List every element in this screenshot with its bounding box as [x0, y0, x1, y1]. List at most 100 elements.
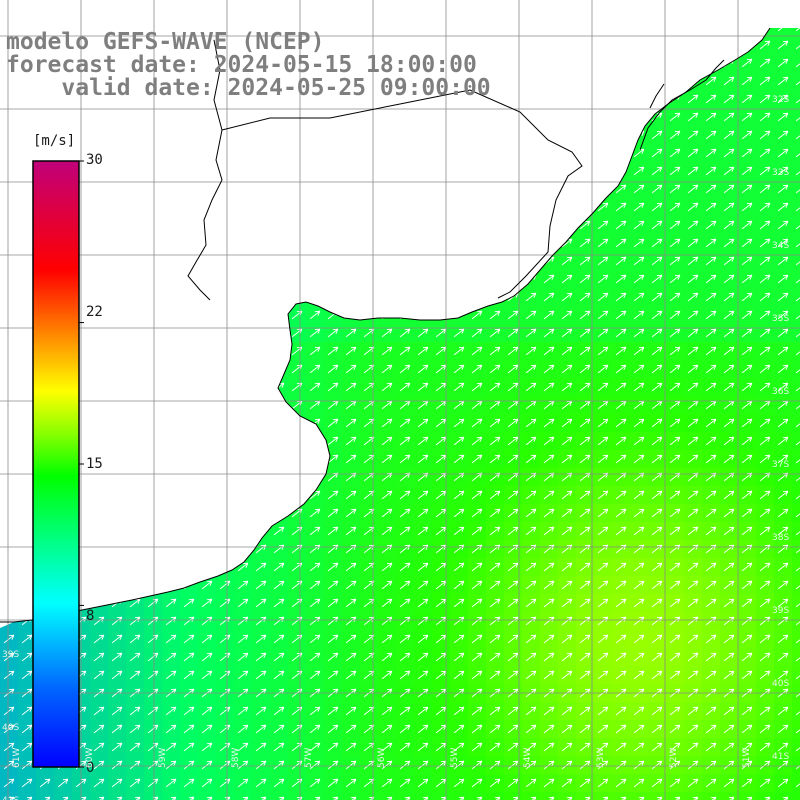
wind-cell — [468, 486, 487, 505]
wind-cell — [198, 324, 217, 343]
wind-arrow — [111, 580, 123, 590]
wind-cell — [252, 162, 271, 181]
wind-cell — [774, 486, 793, 505]
latitude-label: 32S — [772, 95, 790, 105]
wind-arrow — [3, 148, 15, 158]
wind-cell — [324, 702, 343, 721]
wind-cell — [738, 738, 757, 757]
wind-cell — [270, 306, 289, 325]
wind-cell — [252, 504, 271, 523]
wind-arrow — [723, 634, 735, 644]
wind-cell — [360, 360, 379, 379]
wind-cell — [342, 486, 361, 505]
wind-arrow — [129, 436, 141, 446]
wind-arrow — [507, 742, 519, 752]
wind-cell — [270, 522, 289, 541]
wind-cell — [558, 252, 577, 271]
wind-cell — [180, 504, 199, 523]
wind-arrow — [327, 40, 339, 50]
wind-arrow — [723, 28, 735, 32]
wind-cell — [468, 702, 487, 721]
wind-cell — [198, 576, 217, 595]
wind-arrow — [597, 598, 609, 608]
wind-arrow — [723, 670, 735, 680]
wind-cell — [198, 702, 217, 721]
wind-cell — [324, 360, 343, 379]
wind-arrow — [435, 184, 447, 194]
wind-arrow — [507, 40, 519, 50]
wind-arrow — [453, 166, 465, 176]
wind-cell — [756, 450, 775, 469]
wind-arrow — [21, 796, 33, 800]
wind-arrow — [363, 256, 375, 266]
wind-arrow — [795, 652, 800, 662]
wind-cell — [306, 342, 325, 361]
wind-cell — [774, 252, 793, 271]
wind-arrow — [183, 742, 195, 752]
wind-arrow — [705, 346, 717, 356]
wind-arrow — [651, 148, 663, 158]
wind-arrow — [795, 130, 800, 140]
wind-cell — [792, 342, 800, 361]
wind-cell — [576, 252, 595, 271]
wind-arrow — [471, 112, 483, 122]
wind-cell — [504, 774, 523, 793]
wind-arrow — [471, 796, 483, 800]
wind-cell — [450, 702, 469, 721]
wind-arrow — [525, 724, 537, 734]
wind-arrow — [705, 166, 717, 176]
wind-cell — [702, 756, 721, 775]
wind-arrow — [129, 706, 141, 716]
wind-arrow — [651, 76, 663, 86]
wind-arrow — [111, 310, 123, 320]
wind-cell — [540, 666, 559, 685]
wind-arrow — [615, 76, 627, 86]
wind-cell — [198, 522, 217, 541]
wind-arrow — [633, 94, 645, 104]
wind-arrow — [309, 292, 321, 302]
wind-cell — [504, 342, 523, 361]
wind-cell — [774, 378, 793, 397]
wind-arrow — [759, 292, 771, 302]
wind-cell — [738, 504, 757, 523]
wind-cell — [72, 792, 91, 800]
wind-arrow — [777, 256, 789, 266]
wind-cell — [180, 666, 199, 685]
wind-cell — [648, 324, 667, 343]
wind-cell — [360, 414, 379, 433]
wind-arrow — [543, 148, 555, 158]
wind-cell — [594, 90, 613, 109]
wind-cell — [414, 558, 433, 577]
wind-arrow — [615, 742, 627, 752]
wind-arrow — [651, 184, 663, 194]
wind-arrow — [597, 166, 609, 176]
wind-cell — [108, 108, 127, 127]
wind-arrow — [220, 5, 230, 13]
wind-arrow — [669, 724, 681, 734]
wind-arrow — [579, 28, 591, 32]
wind-arrow — [507, 724, 519, 734]
wind-cell — [324, 792, 343, 800]
wind-cell — [378, 648, 397, 667]
wind-arrow — [759, 238, 771, 248]
wind-cell — [576, 756, 595, 775]
wind-arrow — [21, 760, 33, 770]
wind-cell — [252, 306, 271, 325]
wind-cell — [144, 630, 163, 649]
wind-cell — [288, 774, 307, 793]
wind-arrow — [705, 490, 717, 500]
wind-arrow — [471, 760, 483, 770]
wind-arrow — [741, 508, 753, 518]
wind-cell — [684, 486, 703, 505]
wind-arrow — [651, 346, 663, 356]
wind-cell — [612, 144, 631, 163]
wind-cell — [684, 630, 703, 649]
wind-cell — [576, 738, 595, 757]
wind-arrow — [93, 220, 105, 230]
wind-cell — [450, 234, 469, 253]
wind-cell — [342, 666, 361, 685]
wind-cell — [216, 702, 235, 721]
wind-cell — [486, 198, 505, 217]
wind-cell — [144, 216, 163, 235]
wind-arrow — [237, 256, 249, 266]
